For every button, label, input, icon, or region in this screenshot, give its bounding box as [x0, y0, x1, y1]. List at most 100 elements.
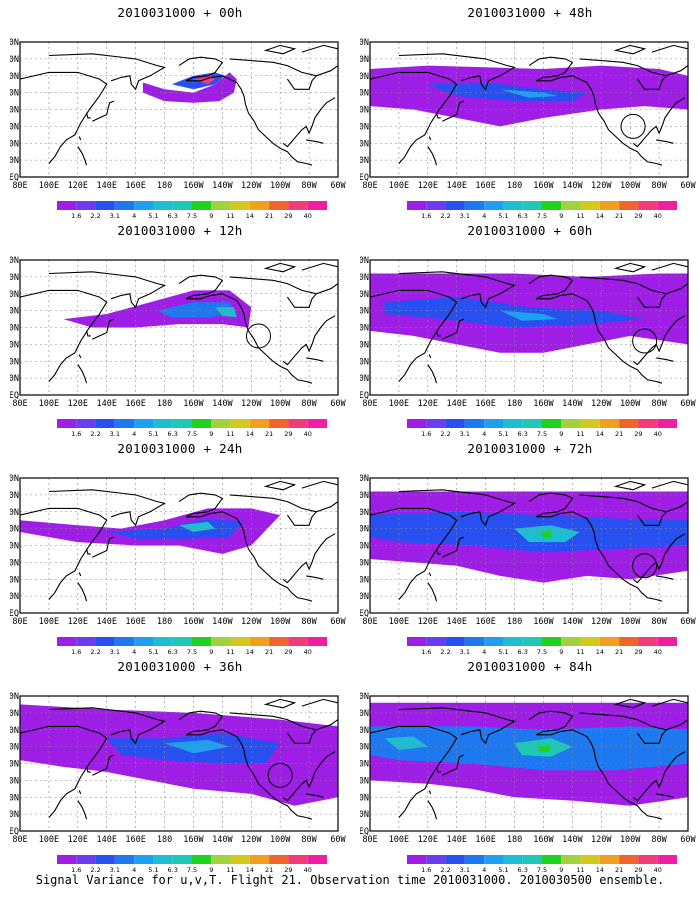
lat-label: EQ: [360, 609, 369, 619]
coastline: [636, 75, 667, 90]
colorbar-swatch: [114, 637, 135, 646]
lon-label: 100W: [270, 835, 291, 845]
target-circle: [632, 553, 658, 579]
colorbar-label: 9: [559, 648, 563, 656]
coastline: [370, 289, 458, 382]
lat-label: 20N: [10, 139, 19, 149]
colorbar-swatch: [619, 637, 639, 646]
lon-label: 80W: [301, 399, 317, 409]
coastline: [263, 44, 338, 55]
lon-label: 120E: [68, 181, 88, 191]
lon-label: 80E: [12, 399, 27, 409]
colorbar-label: 4: [132, 648, 136, 656]
lat-label: 80N: [360, 38, 369, 48]
lat-label: 40N: [10, 542, 19, 552]
lon-label: 160E: [125, 835, 145, 845]
colorbar-swatch: [172, 419, 192, 428]
colorbar-swatch: [542, 201, 562, 210]
lat-label: 40N: [360, 324, 369, 334]
lon-label: 160W: [183, 399, 204, 409]
colorbar-swatch: [638, 419, 658, 428]
colorbar-swatch: [580, 419, 600, 428]
lon-label: 140E: [96, 181, 116, 191]
colorbar-swatch: [445, 855, 465, 864]
target-circle: [620, 113, 646, 139]
lon-label: 140W: [562, 835, 583, 845]
colorbar-label: 7.5: [187, 648, 197, 656]
colorbar-label: 11: [226, 648, 234, 656]
lon-label: 120E: [418, 181, 438, 191]
lon-label: 60W: [680, 399, 696, 409]
colorbar-label: 11: [576, 866, 584, 874]
lat-label: 70N: [360, 55, 369, 65]
colorbar-label: 9: [209, 648, 213, 656]
lat-label: 10N: [360, 592, 369, 602]
lon-label: 140W: [212, 617, 233, 627]
lon-label: 80E: [12, 617, 27, 627]
colorbar-label: 6.3: [168, 212, 178, 220]
colorbar-label: 1.6: [421, 430, 431, 438]
colorbar-swatch: [599, 201, 620, 210]
coastline: [632, 97, 686, 148]
lat-label: 10N: [10, 810, 19, 820]
colorbar-label: 21: [265, 866, 273, 874]
panel-title: 2010031000 + 00h: [117, 5, 243, 20]
colorbar-swatch: [561, 637, 581, 646]
colorbar-swatch: [464, 419, 485, 428]
coastline: [632, 315, 686, 366]
colorbar-swatch: [192, 637, 212, 646]
colorbar-swatch: [269, 419, 289, 428]
colorbar-swatch: [638, 201, 658, 210]
colorbar-swatch: [211, 201, 231, 210]
colorbar-label: 9: [559, 212, 563, 220]
coastline: [85, 330, 91, 337]
colorbar-label: 4: [132, 430, 136, 438]
colorbar-label: 21: [265, 212, 273, 220]
colorbar-swatch: [426, 201, 446, 210]
colorbar-label: 6.3: [168, 430, 178, 438]
lat-label: 40N: [10, 324, 19, 334]
lon-label: 120W: [241, 181, 262, 191]
coastline: [286, 75, 317, 90]
variance-contour: [500, 89, 558, 98]
coastline: [398, 53, 516, 91]
colorbar-label: 4: [482, 430, 486, 438]
colorbar-swatch: [114, 419, 135, 428]
lat-label: 60N: [10, 290, 19, 300]
colorbar-swatch: [619, 855, 639, 864]
lat-label: 50N: [360, 525, 369, 535]
colorbar-label: 6.3: [518, 648, 528, 656]
map-panel-p12: 2010031000 + 12h 80N 70N 60N 50N 40N 30N 20N 10N…: [10, 223, 350, 438]
lon-label: 60W: [680, 617, 696, 627]
colorbar-swatch: [269, 201, 289, 210]
colorbar-swatch: [172, 201, 192, 210]
colorbar-label: 4: [482, 648, 486, 656]
colorbar-label: 6.3: [518, 212, 528, 220]
panel-title: 2010031000 + 84h: [467, 659, 593, 674]
colorbar-label: 7.5: [537, 648, 547, 656]
coastline: [427, 354, 438, 384]
map-panel-p36: 2010031000 + 36h 80N 70N 60N 50N 40N 30N 20N 10N…: [10, 659, 350, 874]
colorbar-swatch: [561, 419, 581, 428]
colorbar-swatch: [95, 419, 115, 428]
coastline: [442, 100, 465, 122]
coastline: [286, 729, 317, 744]
coastline: [370, 71, 458, 164]
colorbar-swatch: [76, 637, 96, 646]
panel-title: 2010031000 + 12h: [117, 223, 243, 238]
colorbar-label: 1.6: [421, 648, 431, 656]
lon-label: 160E: [125, 399, 145, 409]
coastline: [579, 58, 688, 77]
colorbar-swatch: [426, 419, 446, 428]
lon-label: 160E: [125, 181, 145, 191]
lon-label: 100E: [389, 835, 409, 845]
variance-contour: [540, 530, 553, 538]
colorbar-swatch: [76, 201, 96, 210]
colorbar-label: 21: [615, 212, 623, 220]
colorbar-label: 21: [265, 648, 273, 656]
target-circle: [246, 323, 271, 349]
coastline: [263, 262, 338, 273]
colorbar-label: 9: [209, 212, 213, 220]
coastline: [77, 354, 88, 384]
coastline: [85, 766, 91, 773]
